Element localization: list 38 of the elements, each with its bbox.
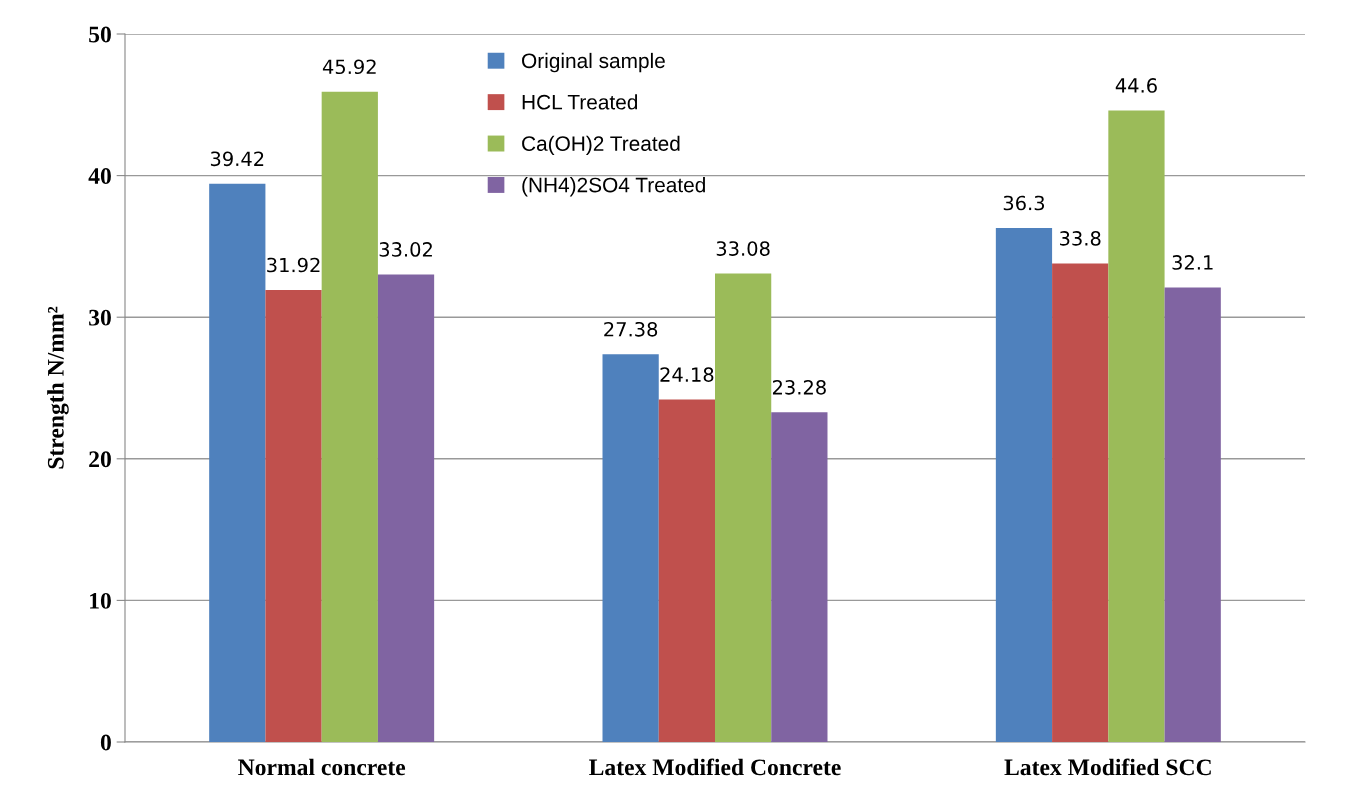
bar	[715, 273, 772, 742]
x-tick-label: Latex Modified Concrete	[589, 758, 841, 776]
y-tick-label: 0	[100, 734, 111, 751]
legend-label: (NH4)2SO4 Treated	[522, 177, 705, 197]
data-label: 27.38	[604, 321, 658, 337]
bar	[321, 91, 378, 742]
bar	[995, 227, 1053, 742]
data-label: 44.6	[1115, 78, 1157, 93]
y-tick-label: 50	[89, 26, 111, 43]
data-label: 23.28	[772, 379, 826, 395]
y-tick-label: 20	[89, 451, 111, 468]
data-label: 36.3	[1003, 195, 1045, 211]
data-label: 24.18	[660, 367, 714, 382]
legend-label: Ca(OH)2 Treated	[522, 135, 680, 156]
bar	[377, 274, 435, 742]
x-tick-label: Normal concrete	[238, 758, 406, 776]
y-tick-label: 40	[88, 168, 111, 185]
bar	[1164, 287, 1221, 742]
legend-label: HCL Treated	[522, 94, 638, 110]
bar	[1108, 110, 1165, 742]
bar	[602, 354, 659, 742]
y-tick-label: 10	[90, 592, 111, 609]
legend-label: Original sample	[522, 52, 665, 73]
bar	[1052, 263, 1109, 742]
data-label: 32.1	[1172, 255, 1213, 270]
bar	[658, 399, 715, 742]
y-tick-label: 30	[89, 309, 111, 326]
bar	[771, 412, 828, 742]
data-label: 33.08	[716, 241, 770, 256]
bar	[209, 183, 266, 742]
data-label: 33.02	[379, 242, 432, 257]
data-label: 33.8	[1060, 231, 1101, 246]
data-label: 39.42	[210, 151, 264, 167]
x-tick-label: Latex Modified SCC	[1004, 758, 1211, 776]
y-axis-title: Strength N/mm²	[47, 306, 69, 469]
data-label: 45.92	[322, 59, 376, 75]
bar	[265, 290, 322, 742]
data-label: 31.92	[267, 257, 320, 273]
